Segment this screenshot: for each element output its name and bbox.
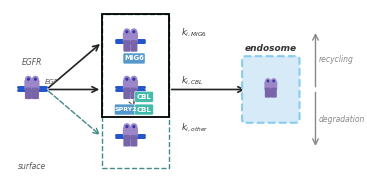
FancyBboxPatch shape (32, 88, 39, 99)
Bar (102, 14, 169, 168)
Bar (102, 14, 169, 117)
Circle shape (126, 78, 128, 81)
Circle shape (126, 30, 128, 33)
FancyBboxPatch shape (135, 104, 153, 115)
Circle shape (132, 30, 135, 33)
FancyBboxPatch shape (242, 56, 299, 123)
Circle shape (130, 28, 137, 35)
Circle shape (130, 123, 137, 130)
FancyBboxPatch shape (25, 88, 32, 99)
FancyBboxPatch shape (130, 40, 137, 52)
Circle shape (34, 78, 37, 81)
Circle shape (123, 123, 130, 130)
FancyBboxPatch shape (264, 81, 272, 90)
Text: MIG6: MIG6 (124, 56, 144, 61)
FancyBboxPatch shape (24, 80, 33, 90)
Text: EGF: EGF (45, 79, 58, 85)
Circle shape (123, 76, 130, 83)
FancyBboxPatch shape (123, 32, 131, 43)
Circle shape (265, 78, 271, 84)
FancyBboxPatch shape (130, 80, 138, 90)
Circle shape (132, 78, 135, 81)
FancyBboxPatch shape (123, 135, 130, 146)
FancyBboxPatch shape (31, 80, 40, 90)
FancyBboxPatch shape (123, 127, 131, 137)
FancyBboxPatch shape (130, 88, 137, 99)
Circle shape (130, 76, 137, 83)
Text: CBL: CBL (137, 94, 152, 100)
FancyBboxPatch shape (123, 88, 130, 99)
Text: degradation: degradation (319, 115, 366, 124)
Text: surface: surface (18, 163, 46, 171)
Text: endosome: endosome (245, 43, 297, 53)
FancyBboxPatch shape (130, 32, 138, 43)
Circle shape (267, 80, 269, 82)
Text: $k_{i,CBL}$: $k_{i,CBL}$ (181, 74, 203, 87)
FancyBboxPatch shape (123, 80, 131, 90)
Text: SPRY2: SPRY2 (115, 107, 137, 112)
FancyBboxPatch shape (135, 91, 153, 102)
Text: recycling: recycling (319, 55, 354, 64)
FancyBboxPatch shape (270, 88, 277, 98)
FancyBboxPatch shape (130, 127, 138, 137)
Circle shape (272, 80, 275, 82)
FancyBboxPatch shape (115, 104, 137, 115)
Circle shape (25, 76, 32, 83)
Text: $k_{i,MIG6}$: $k_{i,MIG6}$ (181, 27, 207, 39)
Text: EGFR: EGFR (22, 58, 42, 67)
FancyBboxPatch shape (130, 135, 137, 146)
FancyBboxPatch shape (270, 81, 277, 90)
Circle shape (27, 78, 30, 81)
Circle shape (126, 125, 128, 128)
Circle shape (32, 76, 39, 83)
Circle shape (123, 28, 130, 35)
Circle shape (271, 78, 277, 84)
Circle shape (132, 125, 135, 128)
FancyBboxPatch shape (123, 40, 130, 52)
Text: CBL: CBL (137, 107, 152, 112)
FancyBboxPatch shape (265, 88, 271, 98)
Text: $k_{i,other}$: $k_{i,other}$ (181, 122, 208, 134)
FancyBboxPatch shape (123, 53, 145, 64)
